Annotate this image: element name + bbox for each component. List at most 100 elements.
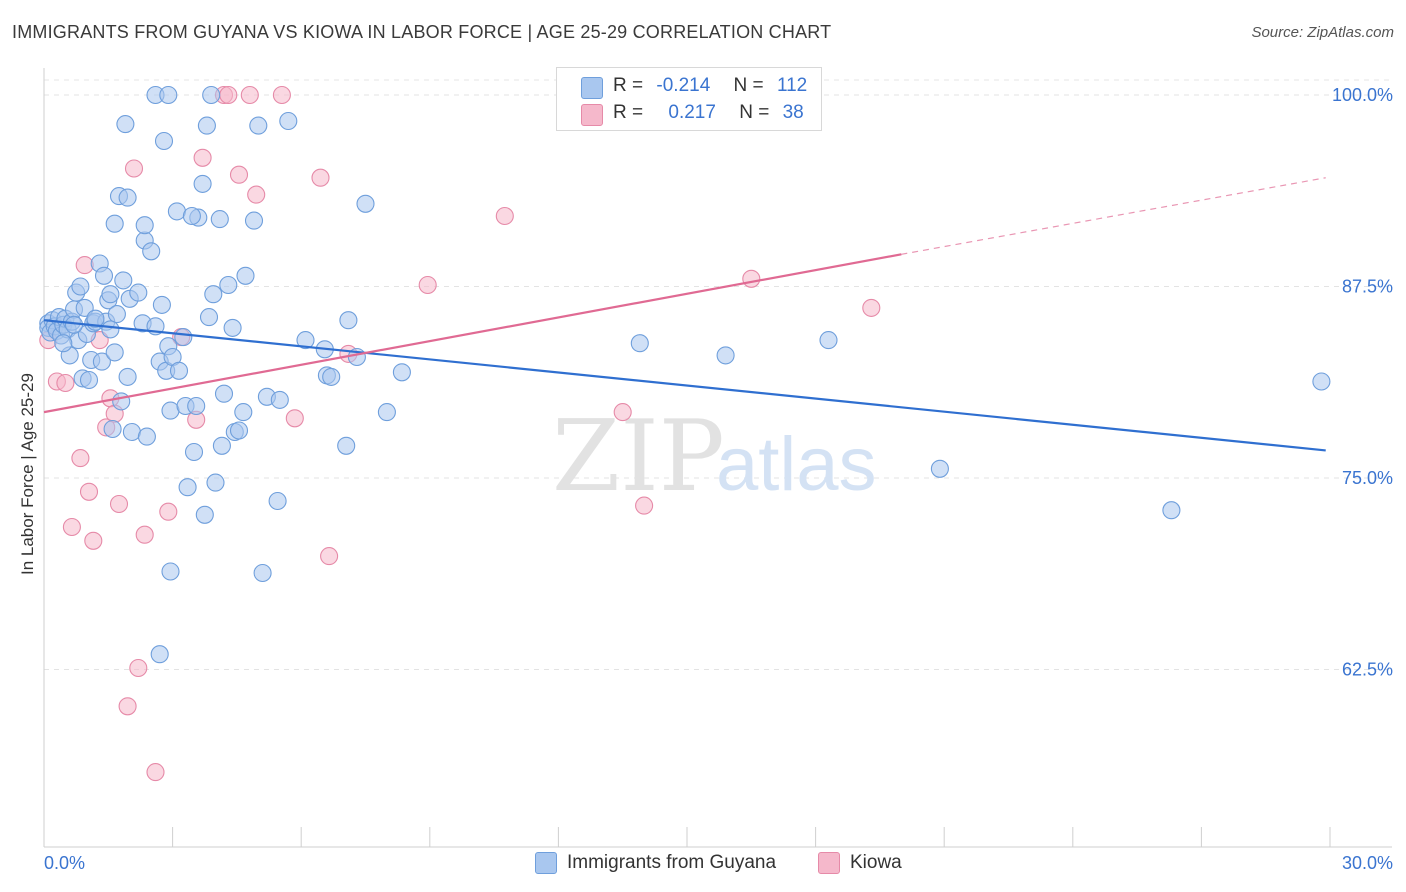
legend-swatch-guyana bbox=[581, 77, 603, 99]
guyana-point bbox=[339, 311, 358, 330]
x-tick-label: 30.0% bbox=[1342, 853, 1393, 873]
guyana-point bbox=[105, 343, 124, 362]
guyana-point bbox=[169, 361, 189, 380]
guyana-point bbox=[142, 242, 161, 261]
guyana-point bbox=[223, 318, 242, 337]
guyana-point bbox=[118, 188, 137, 207]
kiowa-trend-extension bbox=[901, 177, 1326, 255]
guyana-point bbox=[337, 436, 356, 455]
legend-r-value: 0.217 bbox=[668, 102, 716, 123]
kiowa-point bbox=[229, 165, 249, 184]
bottom-swatch-guyana bbox=[535, 852, 557, 874]
tick-labels: 62.5% 75.0% 87.5% 100.0% 0.0% 30.0% bbox=[44, 85, 1393, 873]
guyana-point bbox=[161, 562, 180, 581]
guyana-point bbox=[195, 505, 214, 524]
guyana-point bbox=[86, 309, 105, 328]
kiowa-point bbox=[129, 658, 148, 678]
guyana-point bbox=[234, 403, 253, 422]
guyana-point bbox=[114, 271, 133, 290]
guyana-point bbox=[71, 277, 90, 296]
guyana-point bbox=[204, 285, 223, 304]
kiowa-point bbox=[742, 269, 761, 288]
kiowa-point bbox=[71, 449, 90, 468]
kiowa-point bbox=[124, 159, 144, 178]
guyana-point bbox=[79, 370, 99, 390]
guyana-point bbox=[270, 390, 289, 409]
guyana-point bbox=[103, 419, 122, 439]
guyana-point bbox=[116, 115, 135, 134]
guyana-point bbox=[178, 478, 197, 497]
guyana-point bbox=[135, 216, 154, 235]
kiowa-point bbox=[320, 547, 339, 566]
kiowa-point bbox=[193, 148, 212, 167]
guyana-point bbox=[199, 308, 219, 327]
guyana-point bbox=[296, 331, 315, 350]
guyana-point bbox=[630, 334, 649, 353]
guyana-point bbox=[210, 210, 229, 229]
guyana-point bbox=[118, 367, 137, 386]
kiowa-point bbox=[247, 185, 266, 204]
guyana-point bbox=[129, 283, 148, 302]
bottom-label-guyana: Immigrants from Guyana bbox=[567, 852, 777, 873]
axes bbox=[43, 68, 1392, 848]
kiowa-point bbox=[118, 697, 137, 716]
guyana-point bbox=[279, 111, 298, 131]
kiowa-point bbox=[146, 763, 165, 782]
chart-title: IMMIGRANTS FROM GUYANA VS KIOWA IN LABOR… bbox=[12, 22, 832, 42]
guyana-point bbox=[174, 328, 193, 347]
guyana-point bbox=[75, 298, 94, 317]
guyana-point bbox=[253, 563, 272, 583]
guyana-point bbox=[322, 367, 341, 386]
guyana-point bbox=[268, 491, 287, 511]
guyana-point bbox=[101, 285, 120, 304]
guyana-point bbox=[236, 266, 255, 285]
kiowa-point bbox=[75, 256, 94, 275]
guyana-point bbox=[92, 352, 111, 371]
kiowa-point bbox=[862, 298, 881, 317]
guyana-point bbox=[101, 320, 120, 339]
bottom-swatch-kiowa bbox=[818, 852, 840, 874]
guyana-point bbox=[167, 202, 186, 221]
kiowa-point bbox=[62, 517, 81, 537]
watermark-atlas: atlas bbox=[716, 422, 877, 507]
legend-n-label: N = bbox=[739, 102, 770, 123]
guyana-point bbox=[182, 206, 201, 226]
guyana-point bbox=[219, 275, 238, 295]
kiowa-point bbox=[285, 409, 304, 428]
kiowa-trend-line bbox=[43, 253, 902, 414]
kiowa-point bbox=[79, 482, 99, 501]
legend-n-label: N = bbox=[733, 75, 764, 96]
guyana-point bbox=[1162, 501, 1181, 520]
guyana-point bbox=[105, 214, 124, 233]
source-label: Source: ZipAtlas.com bbox=[1251, 24, 1394, 41]
guyana-point bbox=[202, 85, 221, 105]
y-tick-label: 62.5% bbox=[1342, 660, 1393, 680]
guyana-point bbox=[1312, 372, 1331, 391]
guyana-point bbox=[184, 442, 204, 462]
bottom-label-kiowa: Kiowa bbox=[850, 852, 902, 873]
guyana-points bbox=[39, 85, 1331, 664]
legend-swatch-kiowa bbox=[581, 104, 603, 126]
y-tick-label: 75.0% bbox=[1342, 468, 1393, 488]
guyana-trend-line bbox=[43, 319, 1326, 452]
legend-n-value: 38 bbox=[782, 102, 804, 123]
guyana-point bbox=[377, 403, 396, 422]
guyana-point bbox=[214, 384, 234, 403]
guyana-point bbox=[197, 116, 216, 135]
kiowa-point bbox=[272, 85, 291, 105]
guyana-point bbox=[137, 427, 156, 446]
kiowa-point bbox=[84, 531, 103, 550]
guyana-point bbox=[206, 473, 225, 492]
guyana-point bbox=[107, 305, 126, 324]
y-tick-label: 87.5% bbox=[1342, 277, 1393, 297]
guyana-point bbox=[249, 116, 268, 135]
legend-n-value: 112 bbox=[776, 75, 808, 96]
legend-r-label: R = bbox=[613, 75, 644, 96]
kiowa-point bbox=[159, 502, 178, 521]
kiowa-point bbox=[56, 373, 75, 393]
y-axis-label: In Labor Force | Age 25-29 bbox=[18, 373, 37, 575]
guyana-point bbox=[159, 85, 178, 105]
guyana-point bbox=[54, 334, 73, 353]
kiowa-point bbox=[495, 206, 514, 226]
